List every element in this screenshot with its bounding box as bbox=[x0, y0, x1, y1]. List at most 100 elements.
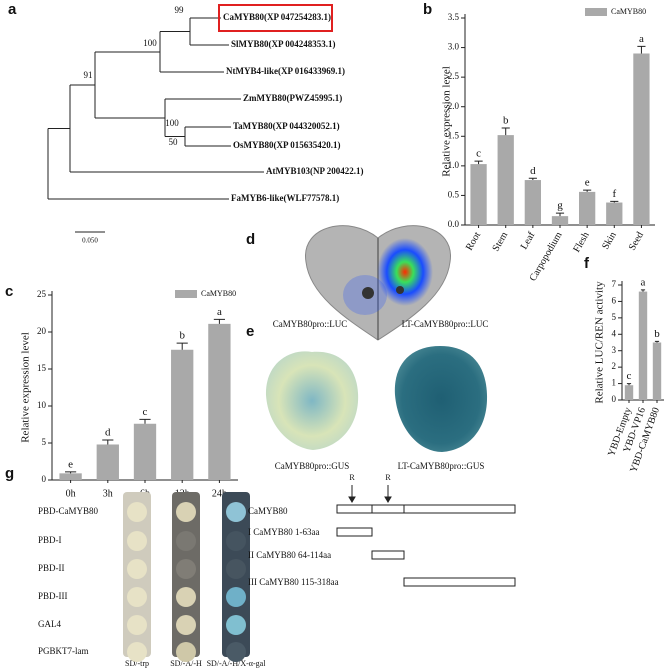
error-bar bbox=[213, 318, 225, 324]
colony bbox=[127, 531, 147, 551]
y-axis-title: Relative LUC/REN activity bbox=[594, 281, 606, 404]
y-axis-title: Relative expression level bbox=[20, 332, 32, 443]
colony bbox=[127, 615, 147, 635]
y-tick-label: 15 bbox=[37, 363, 47, 373]
panel-label: e bbox=[246, 323, 254, 340]
y-tick-label: 2 bbox=[612, 361, 617, 371]
y-tick-label: 5 bbox=[612, 312, 617, 322]
leaf-label: ZmMYB80(PWZ45995.1) bbox=[243, 93, 342, 103]
significance-letter: f bbox=[612, 188, 616, 200]
colony bbox=[176, 587, 196, 607]
row-label: PGBKT7-lam bbox=[38, 646, 89, 656]
bar bbox=[624, 385, 634, 400]
bar bbox=[470, 164, 487, 225]
panel-label: a bbox=[8, 1, 17, 18]
y-tick-label: 2.5 bbox=[448, 71, 460, 81]
significance-letter: a bbox=[639, 33, 644, 45]
y-tick-label: 5 bbox=[42, 437, 47, 447]
significance-letter: c bbox=[627, 370, 632, 382]
colony bbox=[176, 642, 196, 662]
significance-letter: b bbox=[179, 330, 185, 342]
y-tick-label: 1.0 bbox=[448, 160, 460, 170]
image-caption: CaMYB80pro::GUS bbox=[275, 461, 350, 471]
leaf-label: AtMYB103(NP 200422.1) bbox=[266, 166, 364, 176]
y-tick-label: 10 bbox=[37, 400, 47, 410]
colony bbox=[127, 559, 147, 579]
leaf-label: FaMYB6-like(WLF77578.1) bbox=[231, 193, 339, 203]
x-tick-label: 0h bbox=[66, 488, 76, 499]
error-bar bbox=[528, 177, 537, 181]
site-label: R bbox=[349, 473, 355, 482]
colony bbox=[127, 587, 147, 607]
y-tick-label: 3 bbox=[612, 345, 617, 355]
bar bbox=[633, 53, 650, 225]
legend-swatch bbox=[175, 290, 197, 298]
x-tick-label: Leaf bbox=[519, 230, 538, 252]
colony bbox=[226, 559, 246, 579]
significance-letter: e bbox=[585, 177, 590, 189]
bar bbox=[96, 444, 119, 480]
site-label: R bbox=[385, 473, 391, 482]
construct-label: I CaMYB80 1-63aa bbox=[248, 527, 320, 537]
image-caption: LT-CaMYB80pro::GUS bbox=[398, 461, 485, 471]
panel-label: d bbox=[246, 231, 255, 248]
significance-letter: d bbox=[530, 165, 536, 177]
construct-label: III CaMYB80 115-318aa bbox=[248, 577, 339, 587]
significance-letter: b bbox=[503, 115, 509, 127]
x-tick-label: Flesh bbox=[571, 230, 591, 254]
y-tick-label: 0.5 bbox=[448, 189, 460, 199]
error-bar bbox=[626, 383, 632, 386]
tree bbox=[47, 17, 264, 233]
colony bbox=[176, 531, 196, 551]
bootstrap-label: 100 bbox=[143, 38, 157, 48]
error-bar bbox=[65, 471, 77, 474]
column-label: SD/-A/-H bbox=[170, 659, 202, 668]
row-label: PBD-I bbox=[38, 535, 62, 545]
error-bar bbox=[583, 189, 592, 192]
bar bbox=[638, 291, 648, 400]
panel-label: c bbox=[5, 283, 13, 300]
domain-diagram bbox=[336, 485, 516, 587]
colony bbox=[127, 502, 147, 522]
bar bbox=[652, 342, 662, 400]
x-tick-label: Stem bbox=[490, 230, 510, 253]
colony bbox=[176, 559, 196, 579]
bar bbox=[497, 135, 514, 225]
column-label: SD/-A/-H/X-α-gal bbox=[207, 659, 267, 668]
x-tick-label: Skin bbox=[600, 230, 619, 251]
colony bbox=[226, 531, 246, 551]
bootstrap-label: 91 bbox=[84, 70, 93, 80]
bar bbox=[524, 180, 541, 225]
row-label: PBD-III bbox=[38, 591, 68, 601]
colony bbox=[127, 642, 147, 662]
x-tick-label: 24h bbox=[212, 488, 227, 499]
x-tick-label: Root bbox=[464, 230, 483, 253]
image-caption: LT-CaMYB80pro::LUC bbox=[402, 319, 489, 329]
y-axis-title: Relative expression level bbox=[441, 66, 453, 177]
significance-letter: c bbox=[143, 406, 148, 418]
y-tick-label: 20 bbox=[37, 326, 47, 336]
bar bbox=[171, 349, 194, 480]
bootstrap-label: 50 bbox=[169, 137, 179, 147]
panel-label: g bbox=[5, 465, 14, 482]
colony bbox=[226, 615, 246, 635]
leaf-label: OsMYB80(XP 015635420.1) bbox=[233, 140, 341, 150]
y-tick-label: 4 bbox=[612, 328, 617, 338]
significance-letter: b bbox=[654, 328, 660, 340]
significance-letter: a bbox=[641, 276, 646, 288]
y-tick-label: 7 bbox=[612, 279, 617, 289]
construct-label: II CaMYB80 64-114aa bbox=[248, 550, 331, 560]
error-bar bbox=[555, 212, 565, 217]
panel-label: b bbox=[423, 1, 432, 18]
y-tick-label: 1.5 bbox=[448, 130, 460, 140]
y-tick-label: 3.5 bbox=[448, 12, 460, 22]
colony bbox=[226, 587, 246, 607]
error-bar bbox=[637, 45, 646, 54]
luc-leaf bbox=[305, 225, 451, 341]
row-label: PBD-CaMYB80 bbox=[38, 506, 99, 516]
leaf-label: CaMYB80(XP 047254283.1) bbox=[223, 12, 331, 22]
legend-label: CaMYB80 bbox=[611, 7, 646, 16]
leaf-label: TaMYB80(XP 044320052.1) bbox=[233, 121, 340, 131]
y-tick-label: 1 bbox=[612, 378, 617, 388]
bootstrap-label: 99 bbox=[175, 5, 185, 15]
